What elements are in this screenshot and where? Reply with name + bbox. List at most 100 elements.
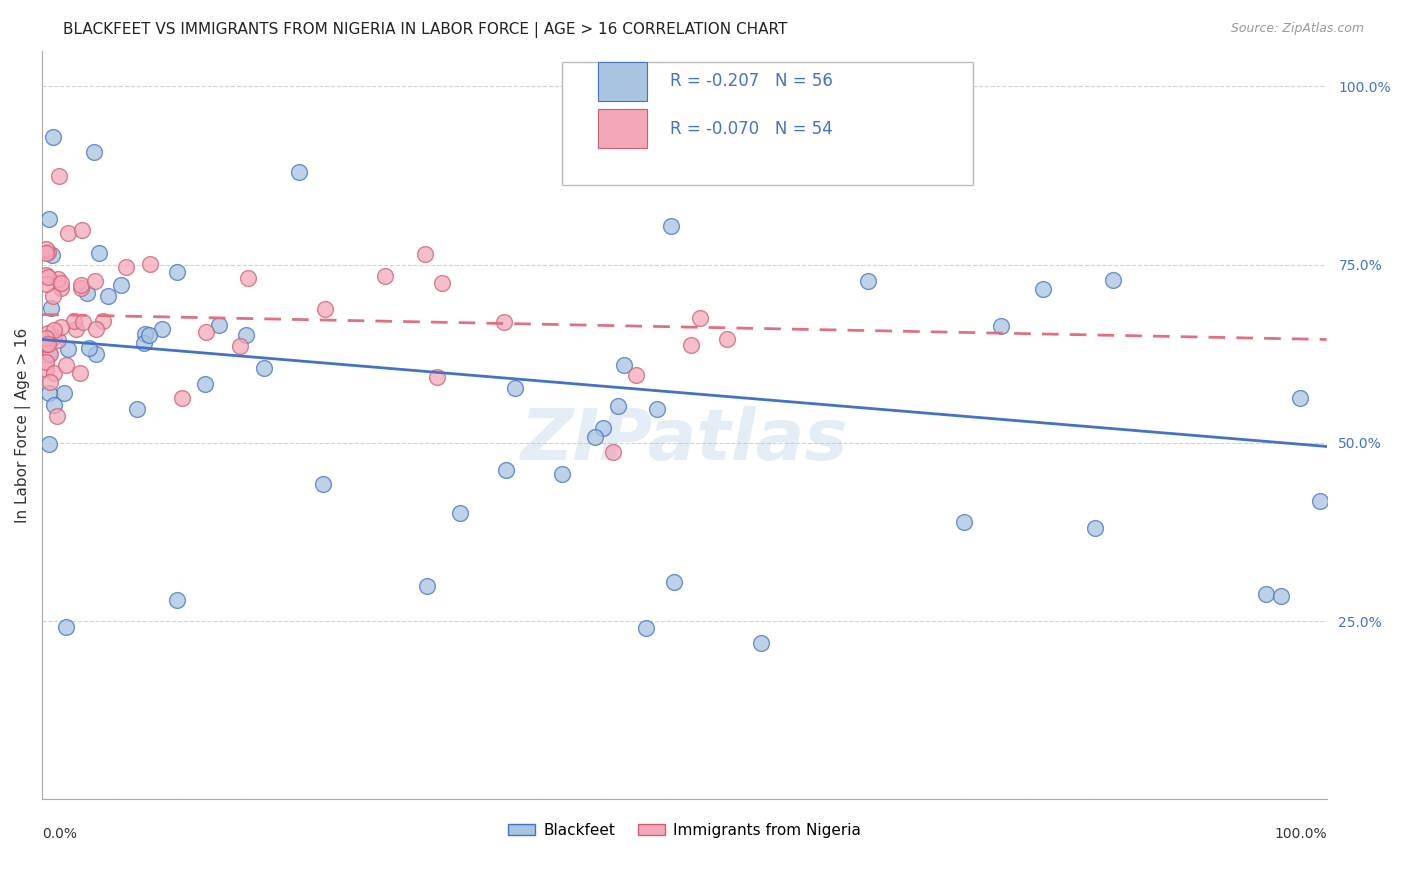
Point	[63, 314, 86, 328]
Point	[624, 368, 647, 382]
Point	[39, 347, 62, 361]
Point	[634, 621, 657, 635]
Point	[41, 248, 63, 262]
Point	[48, 169, 70, 183]
Point	[35, 331, 58, 345]
Point	[39, 301, 62, 315]
Point	[312, 477, 335, 491]
Text: 100.0%: 100.0%	[1274, 827, 1327, 841]
Text: BLACKFEET VS IMMIGRANTS FROM NIGERIA IN LABOR FORCE | AGE > 16 CORRELATION CHART: BLACKFEET VS IMMIGRANTS FROM NIGERIA IN …	[63, 22, 787, 38]
Point	[166, 592, 188, 607]
Point	[990, 318, 1012, 333]
Point	[55, 620, 77, 634]
Point	[49, 276, 72, 290]
Point	[49, 320, 72, 334]
Point	[35, 355, 58, 369]
Point	[38, 386, 60, 401]
Point	[253, 361, 276, 376]
Point	[1309, 493, 1331, 508]
Point	[134, 336, 156, 351]
Point	[46, 334, 69, 348]
Point	[35, 245, 58, 260]
Point	[76, 285, 98, 300]
Point	[127, 401, 149, 416]
Y-axis label: In Labor Force | Age > 16: In Labor Force | Age > 16	[15, 327, 31, 523]
Point	[449, 506, 471, 520]
Point	[55, 358, 77, 372]
Point	[1102, 273, 1125, 287]
Point	[679, 337, 702, 351]
Point	[97, 289, 120, 303]
Point	[592, 421, 614, 435]
Text: Source: ZipAtlas.com: Source: ZipAtlas.com	[1230, 22, 1364, 36]
Point	[52, 386, 75, 401]
Text: 0.0%: 0.0%	[42, 827, 77, 841]
Point	[56, 226, 79, 240]
Point	[44, 323, 66, 337]
Point	[314, 301, 336, 316]
Point	[83, 145, 105, 159]
Point	[87, 246, 110, 260]
Point	[430, 276, 453, 290]
Point	[413, 247, 436, 261]
Point	[195, 325, 218, 339]
Point	[110, 277, 132, 292]
Point	[416, 578, 439, 592]
Point	[91, 314, 114, 328]
Point	[65, 322, 87, 336]
Point	[716, 332, 738, 346]
Point	[1254, 587, 1277, 601]
Legend: Blackfeet, Immigrants from Nigeria: Blackfeet, Immigrants from Nigeria	[502, 817, 868, 844]
Point	[38, 211, 60, 226]
Point	[858, 274, 880, 288]
Point	[58, 343, 80, 357]
Point	[35, 242, 58, 256]
Point	[51, 281, 73, 295]
Point	[288, 165, 311, 179]
Point	[229, 339, 252, 353]
Point	[84, 275, 107, 289]
Point	[37, 337, 59, 351]
Point	[37, 326, 59, 340]
Text: R = -0.070   N = 54: R = -0.070 N = 54	[671, 120, 832, 137]
Point	[46, 409, 69, 423]
FancyBboxPatch shape	[599, 109, 647, 148]
Point	[236, 271, 259, 285]
Point	[42, 330, 65, 344]
Point	[35, 277, 58, 291]
FancyBboxPatch shape	[599, 62, 647, 101]
Point	[689, 311, 711, 326]
Point	[41, 130, 63, 145]
Point	[551, 467, 574, 481]
Point	[38, 437, 60, 451]
Point	[661, 219, 683, 233]
Point	[503, 381, 526, 395]
Point	[138, 328, 160, 343]
Point	[42, 366, 65, 380]
Point	[194, 376, 217, 391]
Point	[606, 399, 628, 413]
Point	[38, 346, 60, 360]
Point	[602, 445, 624, 459]
Point	[645, 401, 668, 416]
Point	[170, 392, 193, 406]
Point	[208, 318, 231, 333]
Point	[72, 223, 94, 237]
Point	[35, 268, 58, 282]
Point	[115, 260, 138, 275]
Point	[492, 315, 515, 329]
Point	[72, 315, 94, 329]
Point	[583, 430, 606, 444]
Point	[84, 322, 107, 336]
Point	[42, 289, 65, 303]
Point	[751, 635, 773, 649]
Point	[77, 341, 100, 355]
Point	[235, 328, 257, 343]
FancyBboxPatch shape	[562, 62, 973, 186]
Point	[35, 332, 58, 346]
Point	[952, 515, 974, 529]
Text: R = -0.207   N = 56: R = -0.207 N = 56	[671, 72, 834, 90]
Point	[1270, 589, 1292, 603]
Point	[495, 463, 517, 477]
Point	[84, 346, 107, 360]
